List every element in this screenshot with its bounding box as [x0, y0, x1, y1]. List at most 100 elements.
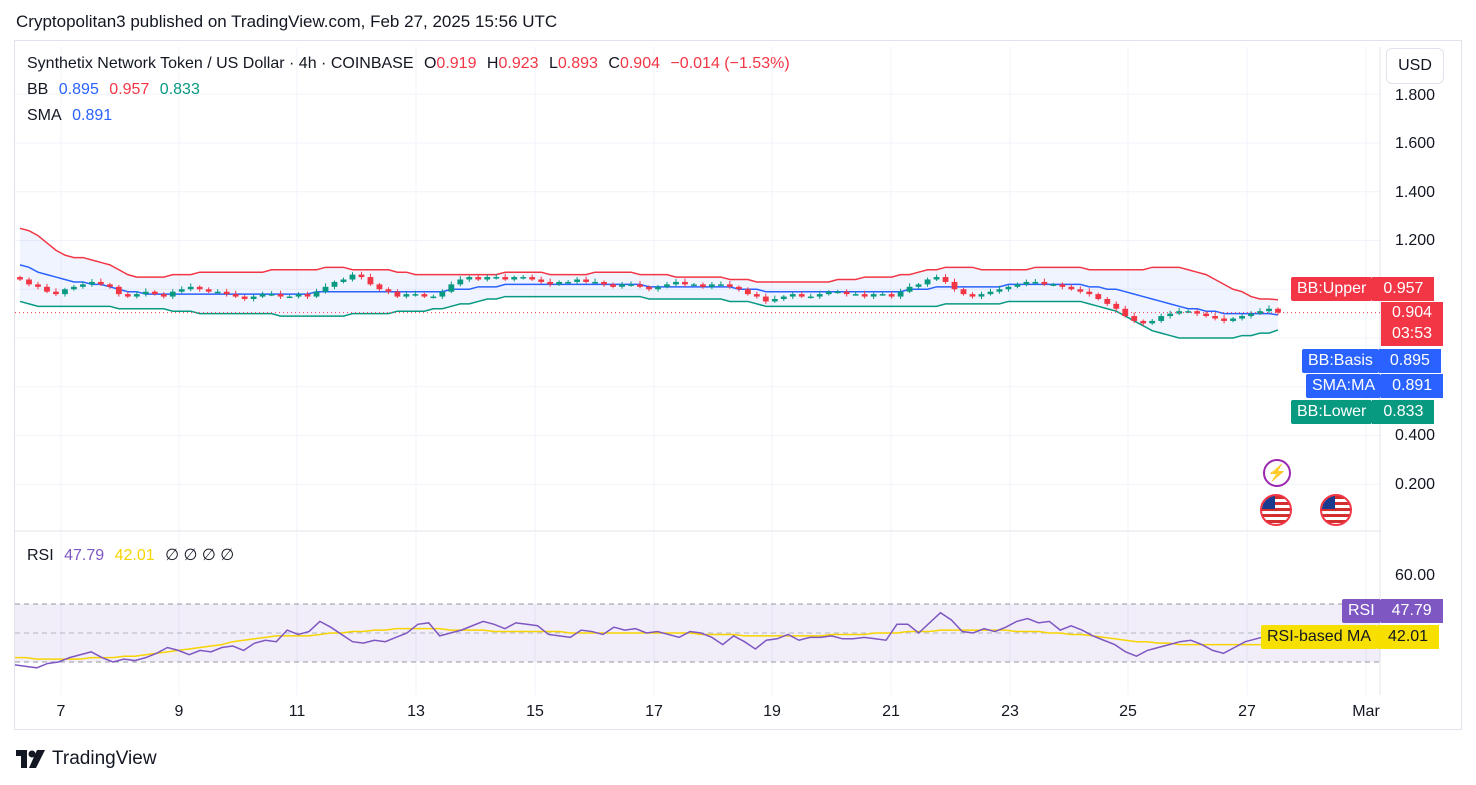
- chart-frame: [14, 40, 1462, 730]
- symbol-legend: Synthetix Network Token / US Dollar · 4h…: [27, 55, 796, 73]
- last-price-tag: 0.904 03:53: [1381, 302, 1443, 346]
- candle-body: [538, 279, 545, 282]
- candle-body: [1248, 313, 1254, 317]
- candle-body: [1050, 284, 1057, 286]
- rsi-legend[interactable]: RSI 47.79 42.01 ∅ ∅ ∅ ∅: [27, 545, 240, 565]
- candle-body: [673, 281, 679, 285]
- bb-lower-value: 0.833: [159, 81, 200, 98]
- rsi-ma-tag: RSI-based MA 42.01: [1261, 625, 1440, 649]
- candle-body: [53, 291, 59, 295]
- candle-body: [80, 284, 86, 287]
- candle-body: [1239, 316, 1245, 319]
- bb-lower-line: [19, 295, 1279, 339]
- candle-body: [637, 284, 643, 287]
- x-tick: 27: [1238, 703, 1256, 720]
- bb-lower-tag-name: BB:Lower: [1291, 400, 1373, 424]
- us-flag-event-icon[interactable]: [1260, 494, 1292, 526]
- candle-body: [313, 291, 320, 297]
- open-label: O: [423, 55, 437, 72]
- candle-body: [1023, 281, 1030, 285]
- candle-body: [511, 277, 518, 280]
- bar-countdown: 03:53: [1391, 325, 1433, 342]
- bb-upper-tag: BB:Upper 0.957: [1291, 277, 1435, 301]
- symbol-title: Synthetix Network Token / US Dollar · 4h…: [27, 55, 414, 72]
- candle-body: [1149, 320, 1156, 324]
- bb-label: BB: [27, 81, 49, 98]
- candle-body: [367, 277, 374, 285]
- rsi-ma-value: 42.01: [114, 547, 155, 564]
- candle-body: [1032, 281, 1039, 284]
- candle-body: [924, 279, 931, 285]
- candle-body: [1212, 316, 1218, 319]
- bb-legend[interactable]: BB 0.895 0.957 0.833: [27, 81, 206, 99]
- rsi-tag-name: RSI: [1342, 599, 1381, 623]
- publisher-line: Cryptopolitan3 published on TradingView.…: [16, 12, 558, 31]
- candle-body: [969, 294, 976, 297]
- bb-fill: [20, 228, 1278, 338]
- candle-body: [421, 294, 428, 297]
- bb-basis-tag-name: BB:Basis: [1302, 349, 1379, 373]
- x-tick: 17: [645, 703, 663, 720]
- bb-lower-tag: BB:Lower 0.833: [1291, 400, 1435, 424]
- high-label: H: [486, 55, 499, 72]
- sma-tag: SMA:MA 0.891: [1306, 374, 1444, 398]
- candle-body: [1194, 311, 1201, 314]
- candle-body: [457, 279, 464, 285]
- candle-body: [915, 284, 922, 287]
- rsi-ma-tag-name: RSI-based MA: [1261, 625, 1378, 649]
- x-tick: 7: [56, 703, 66, 720]
- candle-body: [834, 291, 841, 294]
- candle-body: [124, 294, 131, 297]
- candle-body: [726, 284, 733, 287]
- candle-body: [529, 277, 536, 280]
- candle-body: [942, 277, 949, 282]
- candle-body: [142, 291, 149, 295]
- candle-body: [340, 279, 347, 282]
- candle-body: [619, 284, 625, 287]
- candle-body: [286, 296, 293, 299]
- candle-body: [1230, 318, 1236, 321]
- candle-body: [1203, 313, 1210, 317]
- candle-body: [879, 294, 886, 296]
- candle-body: [97, 281, 104, 285]
- candle-body: [35, 284, 41, 287]
- last-price-value: 0.904: [1391, 304, 1433, 321]
- candle-body: [475, 277, 482, 280]
- candle-body: [798, 294, 805, 297]
- candle-body: [951, 281, 958, 290]
- bb-upper-line: [19, 227, 1279, 301]
- open-value: 0.919: [436, 55, 477, 72]
- candle-body: [1257, 311, 1263, 314]
- currency-button[interactable]: USD: [1386, 48, 1444, 84]
- candle-body: [223, 291, 230, 295]
- price-tick: 0.200: [1395, 476, 1436, 493]
- candle-body: [1077, 289, 1084, 292]
- tradingview-logo-icon: [16, 750, 45, 768]
- rsi-ma-tag-value: 42.01: [1377, 625, 1440, 649]
- candle-body: [933, 277, 940, 280]
- candle-body: [277, 294, 284, 297]
- x-tick: 13: [407, 703, 425, 720]
- candle-body: [44, 286, 50, 292]
- candle-body: [1122, 308, 1129, 317]
- candle-body: [610, 284, 616, 287]
- candle-body: [376, 284, 383, 290]
- candle-body: [771, 299, 778, 302]
- bb-lower-tag-value: 0.833: [1372, 400, 1435, 424]
- lightning-icon[interactable]: ⚡: [1263, 459, 1291, 487]
- candle-body: [960, 289, 967, 295]
- candle-body: [394, 291, 401, 297]
- us-flag-event-icon[interactable]: [1320, 494, 1352, 526]
- rsi-value: 47.79: [64, 547, 105, 564]
- high-value: 0.923: [498, 55, 539, 72]
- tradingview-logo[interactable]: TradingView: [16, 748, 157, 770]
- candle-body: [160, 294, 167, 297]
- sma-legend[interactable]: SMA 0.891: [27, 107, 118, 125]
- candle-body: [735, 286, 742, 290]
- price-tick: 1.400: [1395, 184, 1436, 201]
- candle-body: [1221, 318, 1227, 321]
- candle-body: [448, 284, 455, 292]
- candle-body: [430, 296, 437, 299]
- candle-body: [789, 294, 796, 297]
